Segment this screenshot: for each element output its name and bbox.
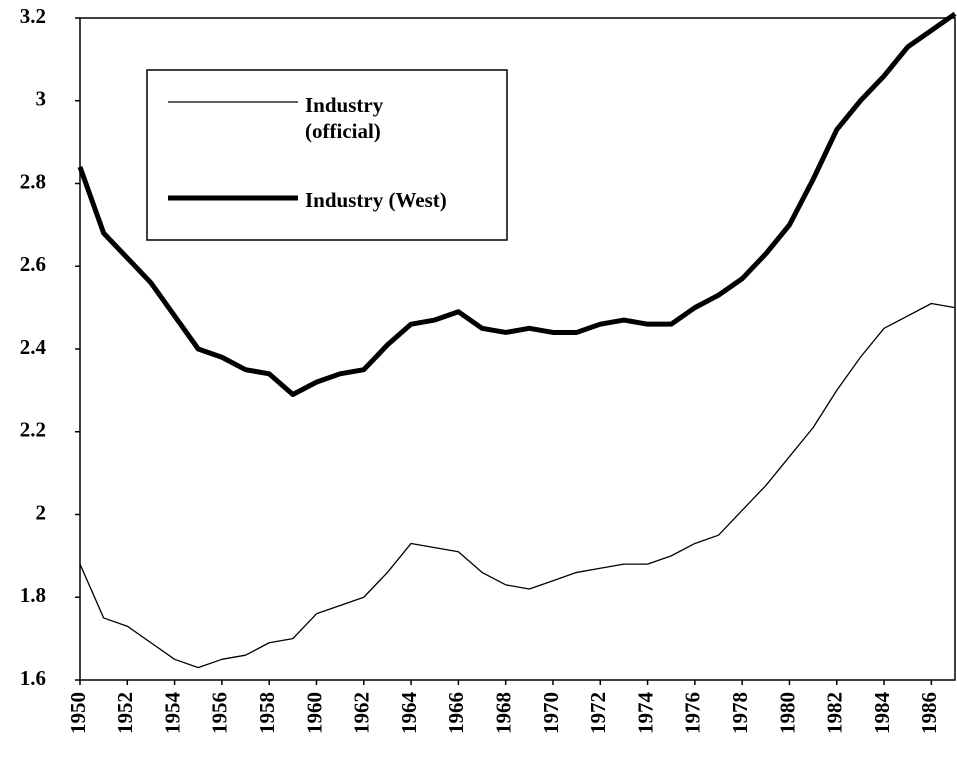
- x-tick-label: 1974: [633, 692, 657, 735]
- x-tick-label: 1984: [870, 692, 894, 735]
- x-tick-label: 1972: [586, 692, 610, 734]
- x-tick-label: 1958: [255, 692, 279, 734]
- x-tick-label: 1960: [302, 692, 326, 734]
- x-tick-label: 1978: [728, 692, 752, 734]
- x-tick-label: 1976: [681, 692, 705, 734]
- x-tick-label: 1954: [160, 692, 184, 735]
- legend-label: Industry (official): [305, 93, 384, 143]
- x-tick-label: 1966: [444, 692, 468, 734]
- x-tick-label: 1980: [775, 692, 799, 734]
- y-tick-label: 2.2: [20, 418, 46, 442]
- x-tick-label: 1968: [491, 692, 515, 734]
- x-tick-label: 1964: [397, 692, 421, 735]
- x-tick-label: 1962: [350, 692, 374, 734]
- x-tick-label: 1982: [823, 692, 847, 734]
- legend-box: [146, 69, 508, 241]
- x-tick-label: 1950: [66, 692, 90, 734]
- y-tick-label: 2.6: [20, 252, 46, 276]
- x-tick-label: 1986: [917, 692, 941, 734]
- y-tick-label: 2.8: [20, 169, 46, 193]
- legend-label: Industry (West): [305, 188, 447, 212]
- y-tick-label: 3: [36, 87, 47, 111]
- y-tick-label: 2.4: [20, 335, 47, 359]
- y-tick-label: 1.8: [20, 583, 46, 607]
- series-line: [79, 302, 956, 669]
- x-tick-label: 1956: [208, 692, 232, 734]
- x-tick-label: 1970: [539, 692, 563, 734]
- y-tick-label: 2: [36, 500, 47, 524]
- x-tick-label: 1952: [113, 692, 137, 734]
- series-line: [77, 11, 957, 398]
- y-tick-label: 3.2: [20, 4, 46, 28]
- y-tick-label: 1.6: [20, 666, 46, 690]
